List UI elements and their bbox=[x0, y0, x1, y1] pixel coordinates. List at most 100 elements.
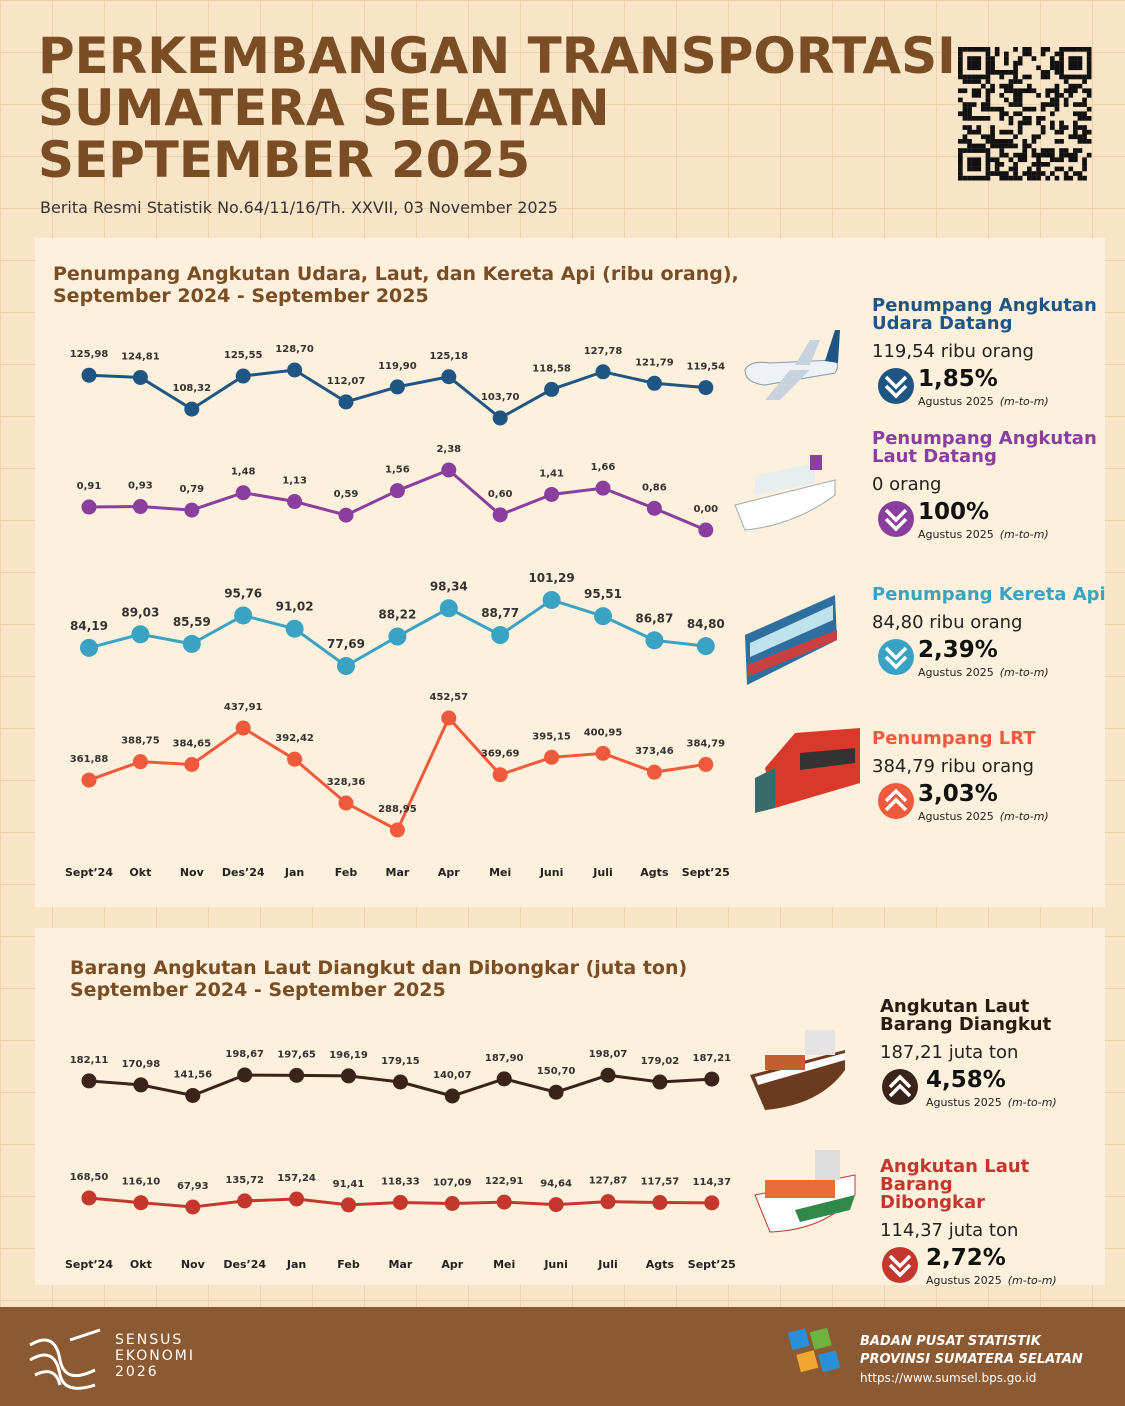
period: Agustus 2025 bbox=[918, 810, 994, 823]
qr-cell bbox=[981, 47, 986, 52]
qr-cell bbox=[1017, 56, 1023, 61]
qr-cell bbox=[1068, 93, 1074, 98]
footer bbox=[0, 1307, 1125, 1406]
qr-cell bbox=[1045, 148, 1051, 153]
qr-cell bbox=[1077, 111, 1083, 117]
value-label: 1,66 bbox=[591, 462, 616, 473]
qr-cell bbox=[1004, 152, 1009, 158]
x-tick-label: Agts bbox=[640, 866, 669, 879]
qr-cell bbox=[958, 152, 963, 158]
value-label: 0,86 bbox=[642, 482, 667, 493]
qr-cell bbox=[1059, 65, 1064, 71]
qr-cell bbox=[967, 79, 972, 84]
value-label: 0,91 bbox=[77, 481, 102, 492]
qr-cell bbox=[962, 139, 968, 144]
point bbox=[594, 607, 612, 626]
panel-change: 4,58% bbox=[926, 1067, 1006, 1093]
point bbox=[544, 749, 560, 765]
qr-cell bbox=[976, 129, 982, 135]
qr-cell bbox=[1045, 152, 1051, 158]
point bbox=[81, 499, 97, 515]
x-tick-label: Mar bbox=[389, 1258, 413, 1271]
side-panel: Angkutan Laut Barang Dibongkar 114,37 jut… bbox=[872, 1158, 1112, 1288]
qr-cell bbox=[1036, 157, 1041, 163]
qr-cell bbox=[1059, 157, 1064, 163]
qr-cell bbox=[971, 56, 977, 61]
qr-cell bbox=[967, 175, 972, 181]
point bbox=[182, 634, 201, 653]
qr-cell bbox=[1045, 47, 1051, 52]
qr-cell bbox=[999, 171, 1005, 176]
qr-cell bbox=[1036, 65, 1041, 71]
trend-icon bbox=[878, 783, 914, 819]
qr-cell bbox=[976, 125, 982, 130]
qr-cell bbox=[967, 139, 972, 144]
point bbox=[132, 369, 148, 385]
qr-cell bbox=[990, 125, 995, 130]
panel-value: 119,54 ribu orang bbox=[872, 341, 1034, 362]
qr-cell bbox=[1045, 102, 1051, 107]
qr-cell bbox=[985, 65, 991, 71]
qr-cell bbox=[1013, 143, 1018, 149]
qr-cell bbox=[1054, 88, 1060, 94]
value-label: 395,15 bbox=[532, 731, 571, 742]
chevron bbox=[888, 1263, 912, 1278]
ship-icon bbox=[734, 455, 836, 531]
qr-cell bbox=[999, 139, 1005, 144]
chevron bbox=[884, 655, 908, 670]
qr-cell bbox=[962, 79, 968, 84]
qr-cell bbox=[1040, 148, 1046, 153]
value-label: 150,70 bbox=[537, 1066, 576, 1077]
qr-cell bbox=[1073, 152, 1078, 158]
value-label: 118,33 bbox=[381, 1176, 420, 1187]
value-label: 128,70 bbox=[275, 344, 314, 355]
census-line: 2026 bbox=[115, 1364, 159, 1380]
qr-cell bbox=[981, 134, 986, 140]
qr-cell bbox=[1082, 125, 1087, 130]
qr-cell bbox=[1022, 139, 1028, 144]
qr-cell bbox=[976, 47, 982, 52]
qr-cell bbox=[981, 148, 986, 153]
value-label: 179,02 bbox=[641, 1056, 680, 1067]
qr-cell bbox=[1054, 70, 1060, 75]
value-label: 168,50 bbox=[70, 1172, 109, 1183]
qr-cell bbox=[1073, 148, 1078, 153]
qr-cell bbox=[985, 60, 991, 66]
point bbox=[492, 410, 508, 426]
chart-subtitle: September 2024 - September 2025 bbox=[70, 979, 446, 1001]
qr-cell bbox=[1063, 148, 1069, 153]
qr-cell bbox=[1063, 102, 1069, 107]
qr-cell bbox=[985, 171, 991, 176]
qr-cell bbox=[1013, 97, 1018, 103]
qr-cell bbox=[1036, 166, 1041, 172]
point bbox=[491, 626, 510, 645]
x-tick-label: Agts bbox=[646, 1258, 675, 1271]
point bbox=[81, 772, 97, 788]
qr-cell bbox=[1008, 175, 1014, 181]
qr-cell bbox=[1027, 47, 1032, 52]
qr-cell bbox=[971, 129, 977, 135]
qr-cell bbox=[1008, 166, 1014, 172]
period: Agustus 2025 bbox=[926, 1274, 1002, 1287]
qr-cell bbox=[990, 60, 995, 66]
qr-cell bbox=[999, 83, 1005, 89]
panel-title: Penumpang Angkutan Laut Datang bbox=[872, 428, 1097, 467]
qr-cell bbox=[1059, 148, 1064, 153]
x-tick-label: Mar bbox=[386, 866, 410, 879]
qr-cell bbox=[1050, 111, 1055, 117]
value-label: 127,87 bbox=[589, 1176, 628, 1187]
value-label: 114,37 bbox=[693, 1177, 732, 1188]
qr-cell bbox=[1027, 166, 1032, 172]
qr-cell bbox=[1073, 129, 1078, 135]
value-label: 125,55 bbox=[224, 350, 263, 361]
qr-cell bbox=[1045, 93, 1051, 98]
qr-cell bbox=[985, 51, 991, 57]
value-label: 112,07 bbox=[327, 376, 366, 387]
qr-cell bbox=[967, 129, 972, 135]
point bbox=[392, 1074, 408, 1090]
value-label: 101,29 bbox=[528, 571, 574, 585]
qr-cell bbox=[1073, 56, 1078, 61]
qr-cell bbox=[1036, 93, 1041, 98]
qr-cell bbox=[1059, 139, 1064, 144]
